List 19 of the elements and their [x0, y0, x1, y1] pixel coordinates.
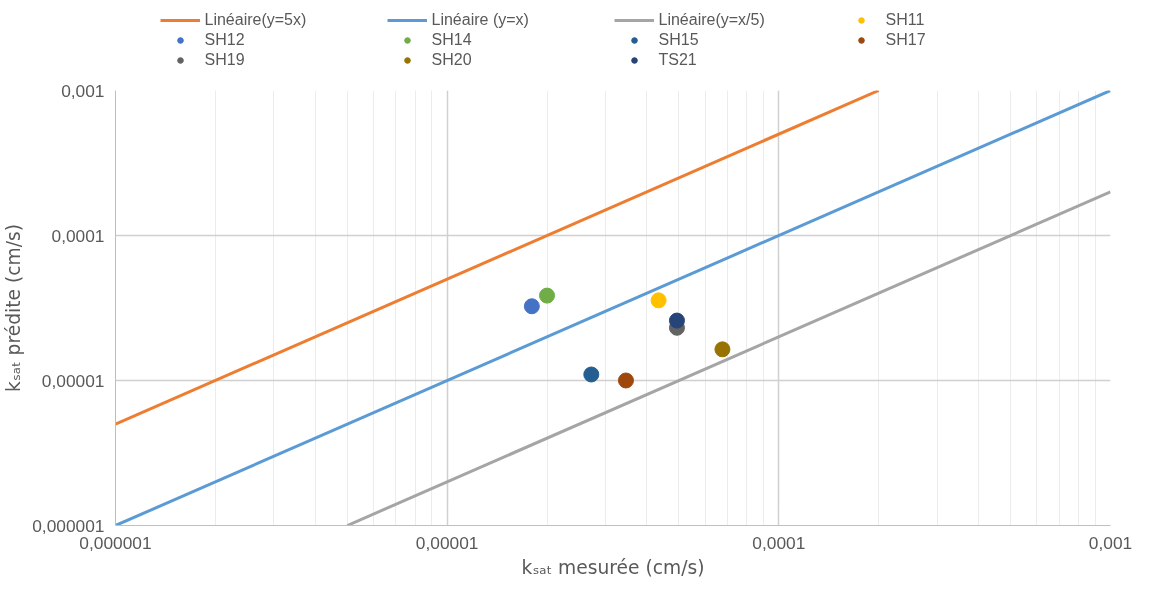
legend-label: SH15: [658, 31, 700, 49]
x-tick-label: 0,001: [1088, 532, 1133, 553]
x-tick-label: 0,00001: [415, 532, 479, 553]
y-tick-label: 0,001: [61, 80, 105, 101]
y-tick-label: 0,00001: [41, 370, 105, 391]
legend-label: TS21: [658, 51, 698, 69]
legend-label: Linéaire (y=x): [431, 11, 530, 29]
x-tick-label: 0,0001: [752, 532, 806, 553]
legend-label: SH19: [204, 51, 246, 69]
legend-label: Linéaire(y=x/5): [658, 11, 766, 29]
legend-label: SH12: [204, 31, 246, 49]
y-tick-label: 0,0001: [51, 225, 105, 246]
legend-label: SH11: [885, 11, 926, 29]
legend-label: SH14: [431, 31, 473, 49]
y-axis-title: kₛₐₜ prédite (cm/s): [3, 224, 25, 392]
legend-label: SH17: [885, 31, 927, 49]
x-axis-title: kₛₐₜ mesurée (cm/s): [521, 556, 705, 578]
legend-label: SH20: [431, 51, 473, 69]
legend-label: Linéaire(y=5x): [204, 11, 308, 29]
